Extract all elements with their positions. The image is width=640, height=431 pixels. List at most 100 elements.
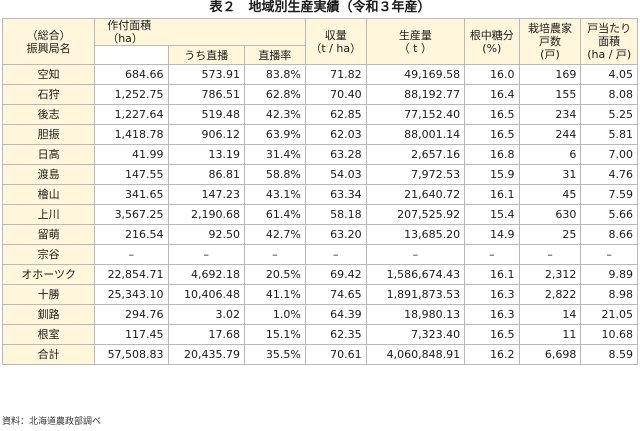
region-name: 渡島 (1, 164, 96, 185)
cell-per-farm: 5.81 (580, 124, 638, 145)
cell-rate: 63.9% (244, 124, 306, 145)
cell-direct: 519.48 (167, 104, 246, 125)
cell-yield: 62.03 (304, 124, 367, 145)
cell-rate: 62.8% (244, 84, 306, 105)
cell-farms: 244 (518, 124, 582, 145)
production-table: （総合） 振興局名 作付面積 （ha） 収量 （t / ha） 生産量 （ t … (1, 18, 638, 365)
cell-production: 18,980.13 (365, 304, 466, 325)
cell-sugar: 16.2 (464, 344, 520, 365)
cell-area: 684.66 (94, 64, 169, 85)
cell-per-farm: 21.05 (580, 304, 638, 325)
cell-production: 7,323.40 (365, 324, 466, 345)
table-row: 根室 117.45 17.68 15.1% 62.35 7,323.40 16.5 11 10.… (1, 324, 638, 345)
cell-area: 1,227.64 (94, 104, 169, 125)
cell-per-farm: 5.66 (580, 204, 638, 225)
cell-sugar: 16.4 (464, 84, 520, 105)
cell-area: 3,567.25 (94, 204, 169, 225)
source-note: 資料：北海道農政部調べ (2, 417, 102, 427)
cell-per-farm: – (580, 244, 638, 265)
cell-sugar: 16.0 (464, 64, 520, 85)
cell-sugar: 16.1 (464, 184, 520, 205)
table-row: 十勝 25,343.10 10,406.48 41.1% 74.65 1,891,873.… (1, 284, 638, 305)
cell-area: 147.55 (94, 164, 169, 185)
region-name: 合計 (1, 344, 96, 365)
cell-farms: 45 (518, 184, 582, 205)
cell-direct: 10,406.48 (167, 284, 246, 305)
cell-production: 1,586,674.43 (365, 264, 466, 285)
cell-production: 13,685.20 (365, 224, 466, 245)
region-name: 檜山 (1, 184, 96, 205)
cell-sugar: 15.9 (464, 164, 520, 185)
region-name: 日高 (1, 144, 96, 165)
header-area-total (94, 45, 169, 65)
cell-rate: 42.7% (244, 224, 306, 245)
cell-sugar: 14.9 (464, 224, 520, 245)
cell-farms: 31 (518, 164, 582, 185)
cell-per-farm: 8.98 (580, 284, 638, 305)
cell-yield: 71.82 (304, 64, 367, 85)
cell-farms: 169 (518, 64, 582, 85)
cell-per-farm: 10.68 (580, 324, 638, 345)
region-name: 後志 (1, 104, 96, 125)
region-name: 空知 (1, 64, 96, 85)
cell-farms: 234 (518, 104, 582, 125)
cell-yield: 62.85 (304, 104, 367, 125)
cell-yield: 69.42 (304, 264, 367, 285)
cell-per-farm: 7.00 (580, 144, 638, 165)
cell-farms: 11 (518, 324, 582, 345)
cell-sugar: 15.4 (464, 204, 520, 225)
table-row: 渡島 147.55 86.81 58.8% 54.03 7,972.53 15.9 31 4.7… (1, 164, 638, 185)
cell-direct: 20,435.79 (167, 344, 246, 365)
cell-rate: 58.8% (244, 164, 306, 185)
cell-per-farm: 4.76 (580, 164, 638, 185)
region-name: 十勝 (1, 284, 96, 305)
cell-per-farm: 5.25 (580, 104, 638, 125)
cell-production: 2,657.16 (365, 144, 466, 165)
cell-farms: 155 (518, 84, 582, 105)
table-row: 檜山 341.65 147.23 43.1% 63.34 21,640.72 16.1 45 7… (1, 184, 638, 205)
table-row: 石狩 1,252.75 786.51 62.8% 70.40 88,192.77 16.4 1… (1, 84, 638, 105)
cell-per-farm: 9.89 (580, 264, 638, 285)
cell-farms: 6 (518, 144, 582, 165)
table-row: 釧路 294.76 3.02 1.0% 64.39 18,980.13 16.3 14 21.0… (1, 304, 638, 325)
cell-farms: 25 (518, 224, 582, 245)
cell-sugar: 16.5 (464, 324, 520, 345)
cell-yield: 63.28 (304, 144, 367, 165)
region-name: 釧路 (1, 304, 96, 325)
cell-sugar: – (464, 244, 520, 265)
cell-yield: 70.40 (304, 84, 367, 105)
cell-production: 1,891,873.53 (365, 284, 466, 305)
cell-yield: 63.34 (304, 184, 367, 205)
table-body: 空知 684.66 573.91 83.8% 71.82 49,169.58 16.0 169… (1, 64, 638, 365)
cell-direct: 2,190.68 (167, 204, 246, 225)
cell-area: 41.99 (94, 144, 169, 165)
cell-direct: 4,692.18 (167, 264, 246, 285)
cell-area: – (94, 244, 169, 265)
cell-farms: 6,698 (518, 344, 582, 365)
cell-per-farm: 8.59 (580, 344, 638, 365)
header-direct-area: うち直播 (167, 45, 246, 65)
cell-direct: 786.51 (167, 84, 246, 105)
cell-area: 341.65 (94, 184, 169, 205)
header-production: 生産量 （ t ） (365, 18, 466, 65)
table-row: 空知 684.66 573.91 83.8% 71.82 49,169.58 16.0 169… (1, 64, 638, 85)
region-name: 根室 (1, 324, 96, 345)
cell-area: 57,508.83 (94, 344, 169, 365)
cell-production: 88,192.77 (365, 84, 466, 105)
cell-yield: 64.39 (304, 304, 367, 325)
header-region: （総合） 振興局名 (1, 18, 96, 65)
cell-yield: 70.61 (304, 344, 367, 365)
cell-direct: – (167, 244, 246, 265)
cell-production: – (365, 244, 466, 265)
cell-farms: 14 (518, 304, 582, 325)
cell-yield: 62.35 (304, 324, 367, 345)
table-row: 後志 1,227.64 519.48 42.3% 62.85 77,152.40 16.5 2… (1, 104, 638, 125)
cell-rate: 43.1% (244, 184, 306, 205)
cell-production: 49,169.58 (365, 64, 466, 85)
cell-rate: 42.3% (244, 104, 306, 125)
cell-rate: 61.4% (244, 204, 306, 225)
cell-per-farm: 8.66 (580, 224, 638, 245)
cell-area: 294.76 (94, 304, 169, 325)
cell-direct: 92.50 (167, 224, 246, 245)
table-row: 上川 3,567.25 2,190.68 61.4% 58.18 207,525.92 15… (1, 204, 638, 225)
